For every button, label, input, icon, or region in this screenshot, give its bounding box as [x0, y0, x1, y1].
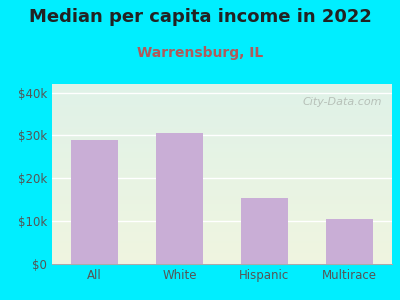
- Text: Warrensburg, IL: Warrensburg, IL: [137, 46, 263, 61]
- Bar: [326, 219, 373, 264]
- Text: City-Data.com: City-Data.com: [302, 97, 382, 106]
- Bar: [156, 133, 203, 264]
- Bar: [241, 198, 288, 264]
- Bar: [71, 140, 118, 264]
- Text: Median per capita income in 2022: Median per capita income in 2022: [28, 8, 372, 26]
